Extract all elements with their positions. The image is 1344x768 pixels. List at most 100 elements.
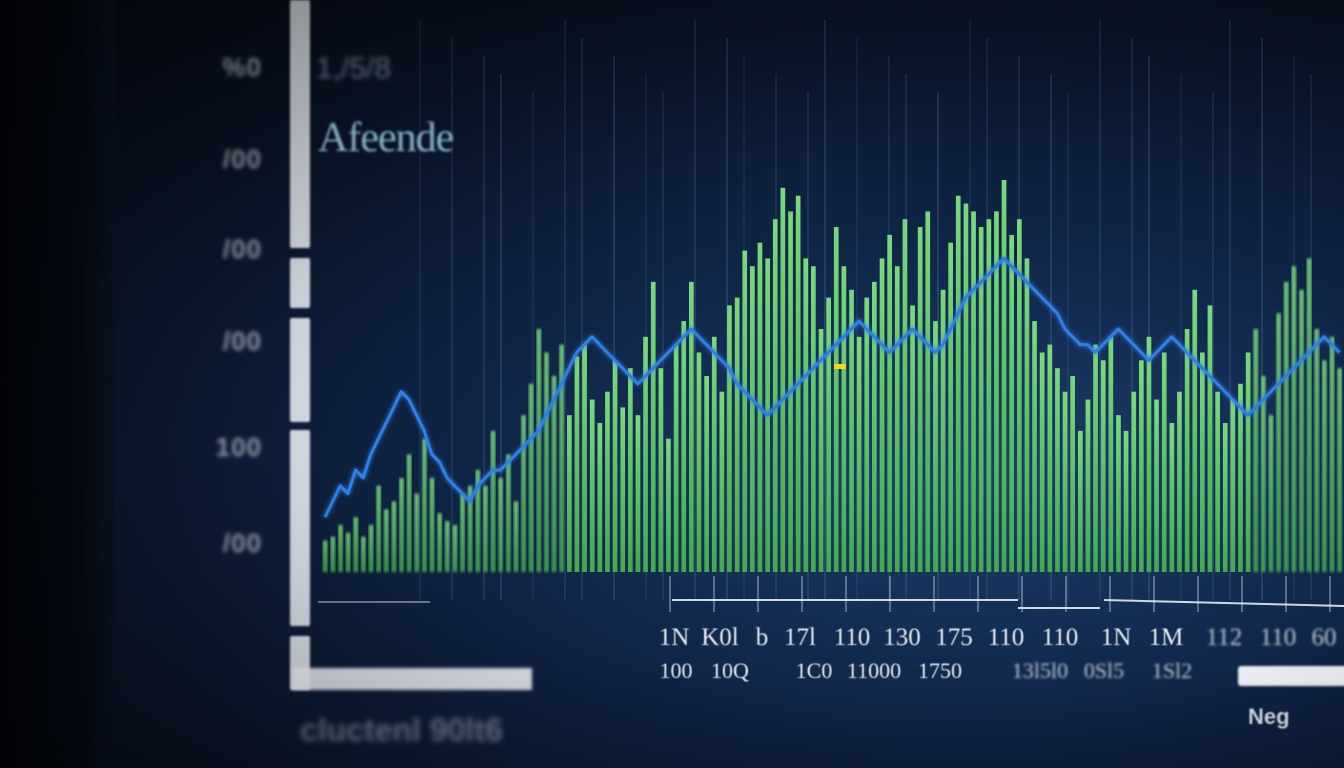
bar (1268, 415, 1274, 572)
bar (948, 242, 953, 572)
bar (1322, 360, 1327, 572)
bar (833, 227, 839, 572)
y-tick-label: /00 (222, 326, 262, 356)
bar (986, 219, 992, 572)
bar (1238, 383, 1243, 572)
corner-label: Neg (1248, 704, 1290, 729)
bar (872, 281, 877, 572)
bar (772, 219, 778, 572)
frame-segment (290, 258, 310, 308)
bar (330, 536, 336, 572)
bar (719, 391, 725, 572)
bar (917, 227, 923, 572)
bar (620, 407, 626, 572)
bar (841, 266, 847, 572)
bar (597, 423, 603, 572)
bar (894, 266, 900, 572)
bar (910, 305, 915, 572)
bar (1108, 336, 1114, 572)
bar (574, 356, 580, 572)
bar (460, 493, 465, 572)
bottom-left-label: cluctenl 90lt6 (300, 712, 503, 748)
bar (1131, 391, 1137, 572)
bar (1283, 281, 1289, 572)
bar (483, 485, 488, 572)
bar (1024, 258, 1030, 572)
bar (414, 493, 420, 572)
bar (879, 258, 885, 572)
bar (1039, 352, 1045, 572)
bar (704, 376, 709, 572)
bar (1001, 180, 1007, 572)
bar (849, 289, 854, 572)
bar (689, 281, 694, 572)
bar (925, 211, 931, 572)
bar (605, 391, 610, 572)
bar (490, 430, 496, 572)
bar (650, 281, 656, 572)
bar (399, 477, 404, 572)
y-tick-label: 100 (215, 432, 262, 462)
bar (322, 540, 328, 572)
scroll-indicator[interactable] (1238, 666, 1344, 686)
bar (734, 297, 740, 572)
bar (338, 525, 343, 572)
frame-segment (290, 318, 310, 422)
trend-line (323, 256, 1341, 518)
bar (963, 203, 969, 572)
highlight-marker (834, 364, 846, 369)
bar (368, 525, 374, 572)
bar (444, 521, 450, 572)
x-axis (318, 576, 1344, 612)
bar (1161, 352, 1167, 572)
bar (437, 513, 442, 572)
bar (475, 470, 481, 572)
bar (1177, 391, 1182, 572)
bar (971, 211, 976, 572)
bar (1306, 258, 1312, 572)
bar (361, 536, 366, 572)
bar (742, 250, 748, 572)
bar (1337, 368, 1342, 572)
bar (727, 305, 732, 572)
y-tick-label: %0 (222, 52, 262, 82)
bar (940, 289, 946, 572)
bar (1207, 305, 1213, 572)
bar (1139, 360, 1144, 572)
bar (643, 336, 648, 572)
bar (1047, 344, 1053, 572)
bar (750, 266, 755, 572)
bar (422, 438, 427, 572)
bar (353, 517, 359, 572)
screen-bezel (0, 0, 115, 768)
bar (589, 399, 595, 572)
bar (559, 344, 564, 572)
bar (536, 329, 542, 572)
bar (856, 336, 862, 572)
bar (955, 195, 961, 572)
bar (1062, 391, 1068, 572)
frame-segment (290, 430, 310, 626)
bar (711, 336, 717, 572)
bar (1085, 399, 1091, 572)
bar (1146, 336, 1152, 572)
y-tick-label: /00 (222, 528, 262, 558)
bar (345, 532, 351, 572)
bar (994, 211, 999, 572)
bar (1055, 368, 1060, 572)
bar (544, 352, 549, 572)
bar (1116, 415, 1121, 572)
bar (1230, 399, 1236, 572)
bar (1100, 360, 1106, 572)
bar (902, 219, 908, 572)
bar (818, 329, 824, 572)
bar (780, 187, 786, 573)
bar (673, 344, 679, 572)
bar (513, 501, 519, 572)
bar (582, 344, 587, 572)
bar (681, 321, 687, 572)
bar (429, 477, 435, 572)
bar (521, 415, 526, 572)
bar (1261, 376, 1266, 572)
